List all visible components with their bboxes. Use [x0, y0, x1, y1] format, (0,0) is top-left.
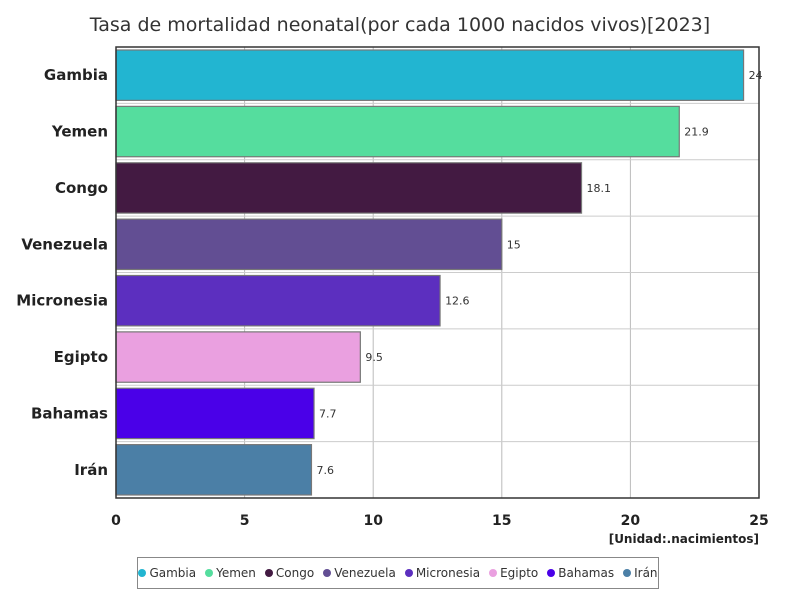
legend-dot-icon [264, 569, 273, 577]
category-label: Bahamas [31, 404, 108, 422]
legend-dot-icon [323, 569, 332, 577]
value-label: 24 [749, 69, 763, 82]
value-label: 7.6 [316, 464, 334, 477]
value-label: 21.9 [684, 126, 709, 139]
value-label: 15 [507, 238, 521, 251]
category-label: Venezuela [21, 235, 108, 253]
legend-label: Micronesia [415, 566, 481, 580]
category-label: Congo [55, 179, 108, 197]
legend-item-micronesia[interactable]: Micronesia [404, 566, 481, 580]
category-label: Irán [74, 461, 108, 479]
legend-label: Egipto [500, 566, 539, 580]
x-tick-label: 15 [492, 513, 511, 529]
legend-label: Bahamas [558, 566, 615, 580]
value-label: 7.7 [319, 407, 337, 420]
legend-item-congo[interactable]: Congo [264, 566, 315, 580]
bar-venezuela [115, 218, 503, 271]
plot-frame [115, 46, 760, 499]
x-tick-label: 10 [363, 513, 383, 529]
legend-dot-icon [489, 569, 498, 577]
legend-dot-icon [547, 569, 556, 577]
bar-micronesia [115, 274, 441, 327]
legend-item-egipto[interactable]: Egipto [489, 566, 538, 580]
category-label: Micronesia [16, 292, 108, 310]
legend-label: Congo [275, 566, 315, 580]
category-label: Yemen [51, 123, 108, 141]
legend-label: Yemen [216, 566, 256, 580]
bar-bahamas [115, 387, 315, 440]
legend-dot-icon [404, 569, 413, 577]
value-label: 9.5 [365, 351, 383, 364]
legend-item-yemen[interactable]: Yemen [205, 566, 256, 580]
value-label: 18.1 [587, 182, 612, 195]
x-tick-label: 5 [240, 513, 250, 529]
bar-egipto [115, 331, 361, 383]
legend-item-gambia[interactable]: Gambia [138, 566, 196, 580]
x-tick-label: 25 [749, 513, 768, 529]
legend-label: Gambia [149, 566, 197, 580]
legend-dot-icon [205, 569, 214, 577]
legend-item-venezuela[interactable]: Venezuela [323, 566, 396, 580]
legend-label: Irán [634, 566, 658, 580]
bar-gambia [115, 49, 745, 101]
bar-congo [115, 162, 583, 214]
legend-dot-icon [623, 569, 632, 577]
value-label: 12.6 [445, 295, 470, 308]
legend-dot-icon [138, 569, 147, 577]
unit-label: [Unidad:.nacimientos] [609, 532, 759, 546]
chart-title: Tasa de mortalidad neonatal(por cada 100… [89, 14, 711, 36]
legend-label: Venezuela [334, 566, 396, 580]
category-label: Gambia [44, 66, 108, 84]
bar-yemen [115, 105, 680, 158]
category-label: Egipto [54, 348, 108, 366]
x-tick-label: 20 [621, 513, 641, 529]
chart-legend: Gambia Yemen Congo Venezuela Micronesia Egipt… [137, 557, 659, 589]
x-tick-label: 0 [111, 513, 121, 529]
bar-irán [115, 444, 313, 496]
legend-item-irán[interactable]: Irán [623, 566, 658, 580]
legend-item-bahamas[interactable]: Bahamas [547, 566, 614, 580]
